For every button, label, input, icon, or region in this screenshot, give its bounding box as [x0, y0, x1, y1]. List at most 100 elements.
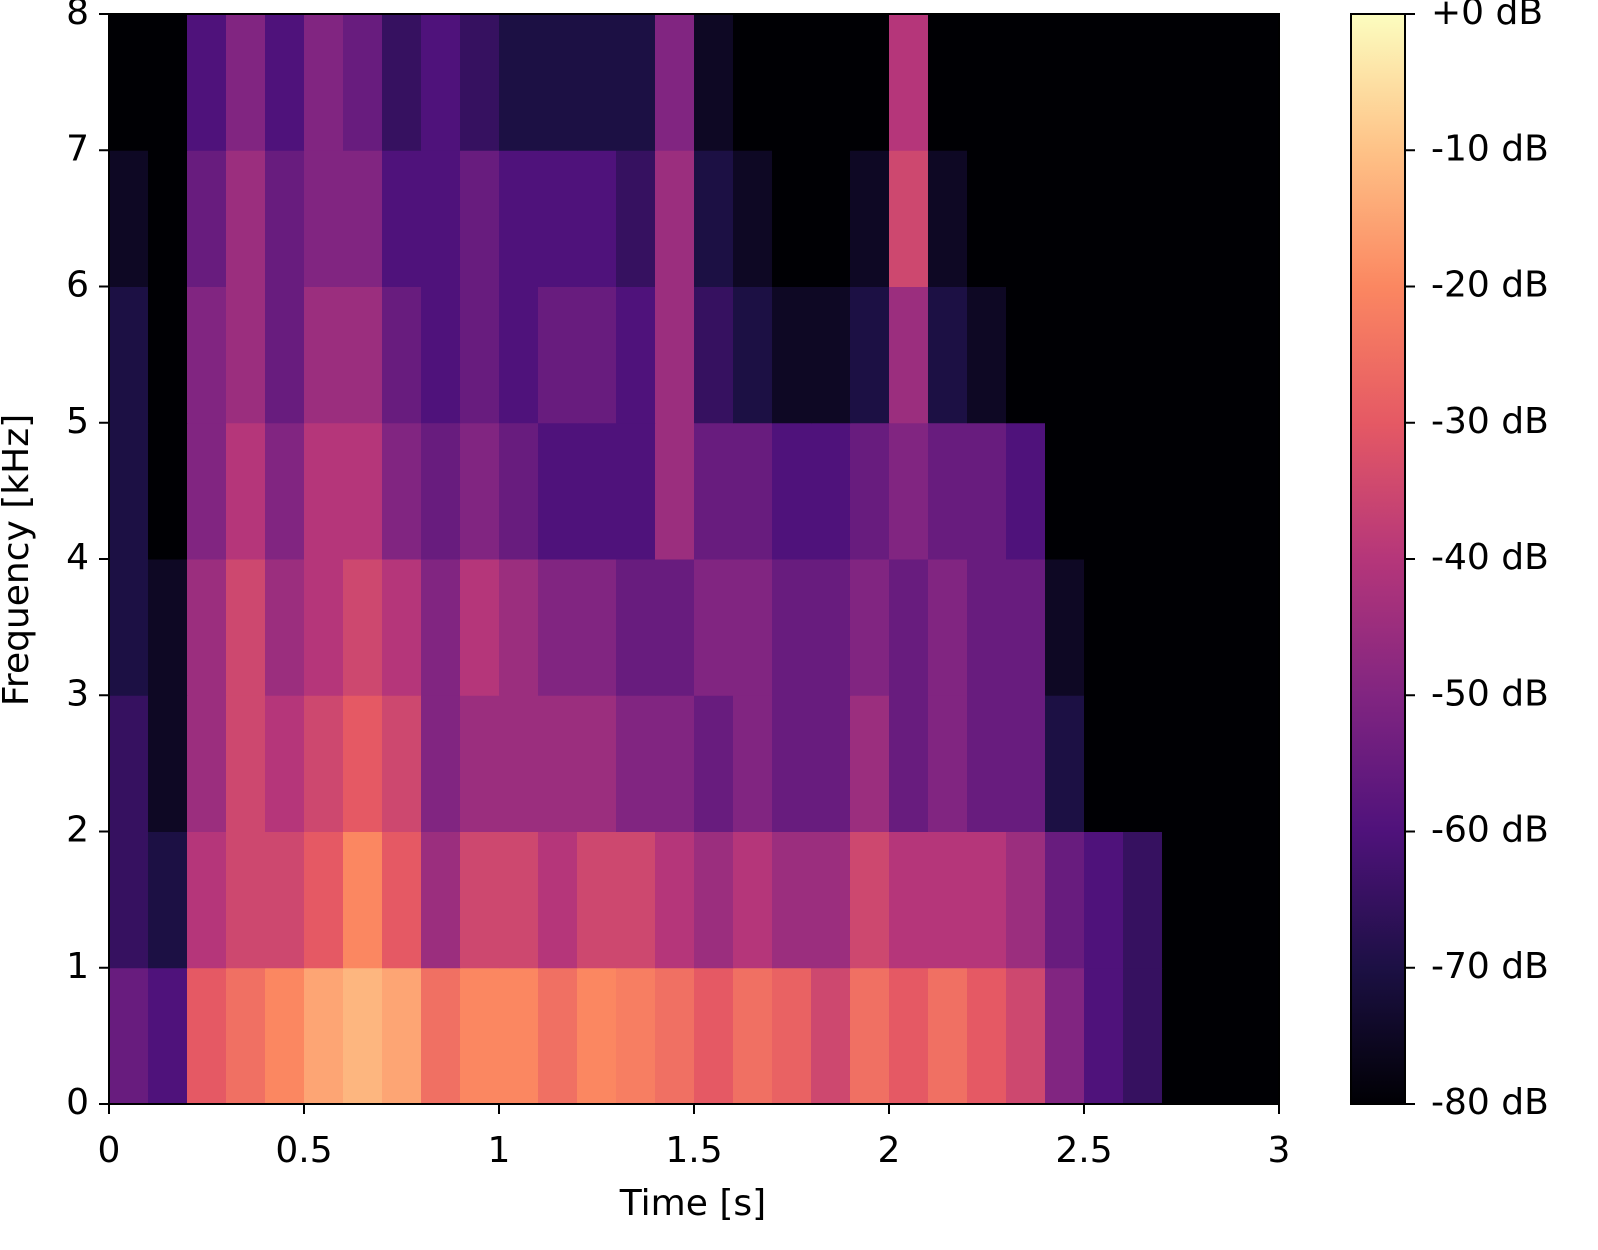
spectrogram-cell: [850, 695, 890, 832]
spectrogram-cell: [1045, 422, 1085, 560]
spectrogram-cell: [109, 559, 149, 696]
spectrogram-cell: [1240, 831, 1280, 969]
spectrogram-cell: [1006, 967, 1046, 1105]
x-axis-label: Time [s]: [619, 1183, 766, 1224]
spectrogram-cell: [499, 150, 539, 287]
spectrogram-cell: [655, 150, 695, 287]
spectrogram-cell: [577, 14, 617, 151]
spectrogram-cell: [1045, 831, 1085, 969]
spectrogram-cell: [343, 14, 383, 151]
spectrogram-cell: [148, 559, 188, 696]
spectrogram-cell: [1162, 14, 1202, 151]
spectrogram-cell: [616, 286, 656, 424]
spectrogram-cell: [733, 14, 773, 151]
spectrogram-cell: [343, 286, 383, 424]
spectrogram-cell: [733, 559, 773, 696]
spectrogram-cell: [382, 14, 422, 151]
spectrogram-cell: [655, 286, 695, 424]
spectrogram-cell: [187, 150, 227, 287]
colorbar-tick-label: -60 dB: [1431, 810, 1549, 851]
spectrogram-cell: [1045, 695, 1085, 832]
spectrogram-cell: [187, 831, 227, 969]
spectrogram-cell: [811, 14, 851, 151]
spectrogram-cell: [928, 422, 968, 560]
spectrogram-cell: [226, 14, 266, 151]
spectrogram-cell: [733, 150, 773, 287]
spectrogram-cell: [538, 422, 578, 560]
spectrogram-cell: [460, 967, 500, 1105]
spectrogram-cell: [304, 831, 344, 969]
spectrogram-cell: [148, 286, 188, 424]
spectrogram-cell: [655, 14, 695, 151]
spectrogram-cell: [343, 422, 383, 560]
spectrogram-cell: [538, 695, 578, 832]
x-tick-label: 1: [488, 1130, 511, 1171]
spectrogram-cell: [694, 695, 734, 832]
spectrogram-cell: [460, 559, 500, 696]
spectrogram-cell: [850, 14, 890, 151]
spectrogram-cell: [577, 286, 617, 424]
spectrogram-cell: [577, 150, 617, 287]
spectrogram-cell: [889, 150, 929, 287]
spectrogram-cell: [148, 831, 188, 969]
spectrogram-cell: [733, 286, 773, 424]
spectrogram-cell: [1201, 695, 1241, 832]
spectrogram-cell: [304, 967, 344, 1105]
y-tick-label: 7: [66, 128, 89, 169]
spectrogram-cell: [499, 286, 539, 424]
spectrogram-cell: [811, 286, 851, 424]
spectrogram-cell: [1006, 286, 1046, 424]
spectrogram-cell: [1240, 695, 1280, 832]
spectrogram-cell: [1162, 559, 1202, 696]
spectrogram-cell: [1084, 14, 1124, 151]
spectrogram-cell: [1084, 150, 1124, 287]
spectrogram-cell: [772, 150, 812, 287]
spectrogram-cell: [1240, 559, 1280, 696]
spectrogram-cell: [1084, 422, 1124, 560]
spectrogram-cell: [499, 422, 539, 560]
spectrogram-cell: [1123, 831, 1163, 969]
x-tick-label: 0: [98, 1130, 121, 1171]
spectrogram-cell: [1201, 150, 1241, 287]
spectrogram-cell: [967, 14, 1007, 151]
spectrogram-cell: [694, 559, 734, 696]
spectrogram-cell: [109, 831, 149, 969]
spectrogram-cell: [148, 150, 188, 287]
spectrogram-cell: [382, 831, 422, 969]
spectrogram-cell: [772, 967, 812, 1105]
spectrogram-cell: [1084, 286, 1124, 424]
y-tick-label: 0: [66, 1082, 89, 1123]
spectrogram-cell: [1240, 967, 1280, 1105]
spectrogram-cell: [109, 967, 149, 1105]
spectrogram-cell: [538, 967, 578, 1105]
spectrogram-cell: [811, 150, 851, 287]
spectrogram-cell: [1240, 150, 1280, 287]
spectrogram-cell: [382, 286, 422, 424]
spectrogram-cell: [265, 831, 305, 969]
spectrogram-cell: [1084, 695, 1124, 832]
spectrogram-cell: [421, 695, 461, 832]
spectrogram-cell: [1006, 14, 1046, 151]
colorbar-tick-label: -40 dB: [1431, 537, 1549, 578]
spectrogram-cell: [889, 422, 929, 560]
spectrogram-cell: [343, 150, 383, 287]
spectrogram-cell: [733, 831, 773, 969]
spectrogram-cell: [1006, 559, 1046, 696]
colorbar: [1350, 13, 1406, 1105]
spectrogram-cell: [1123, 286, 1163, 424]
y-axis-label: Frequency [kHz]: [0, 414, 37, 706]
spectrogram-cell: [1084, 831, 1124, 969]
spectrogram-cell: [811, 695, 851, 832]
spectrogram-cell: [850, 286, 890, 424]
spectrogram-cell: [421, 559, 461, 696]
spectrogram-cell: [109, 14, 149, 151]
spectrogram-cell: [1006, 422, 1046, 560]
x-tick-label: 2.5: [1055, 1130, 1112, 1171]
spectrogram-cell: [1162, 695, 1202, 832]
spectrogram-cell: [343, 831, 383, 969]
spectrogram-cell: [694, 286, 734, 424]
spectrogram-cell: [382, 559, 422, 696]
spectrogram-cell: [1123, 695, 1163, 832]
spectrogram-cell: [1045, 14, 1085, 151]
spectrogram-cell: [1123, 422, 1163, 560]
